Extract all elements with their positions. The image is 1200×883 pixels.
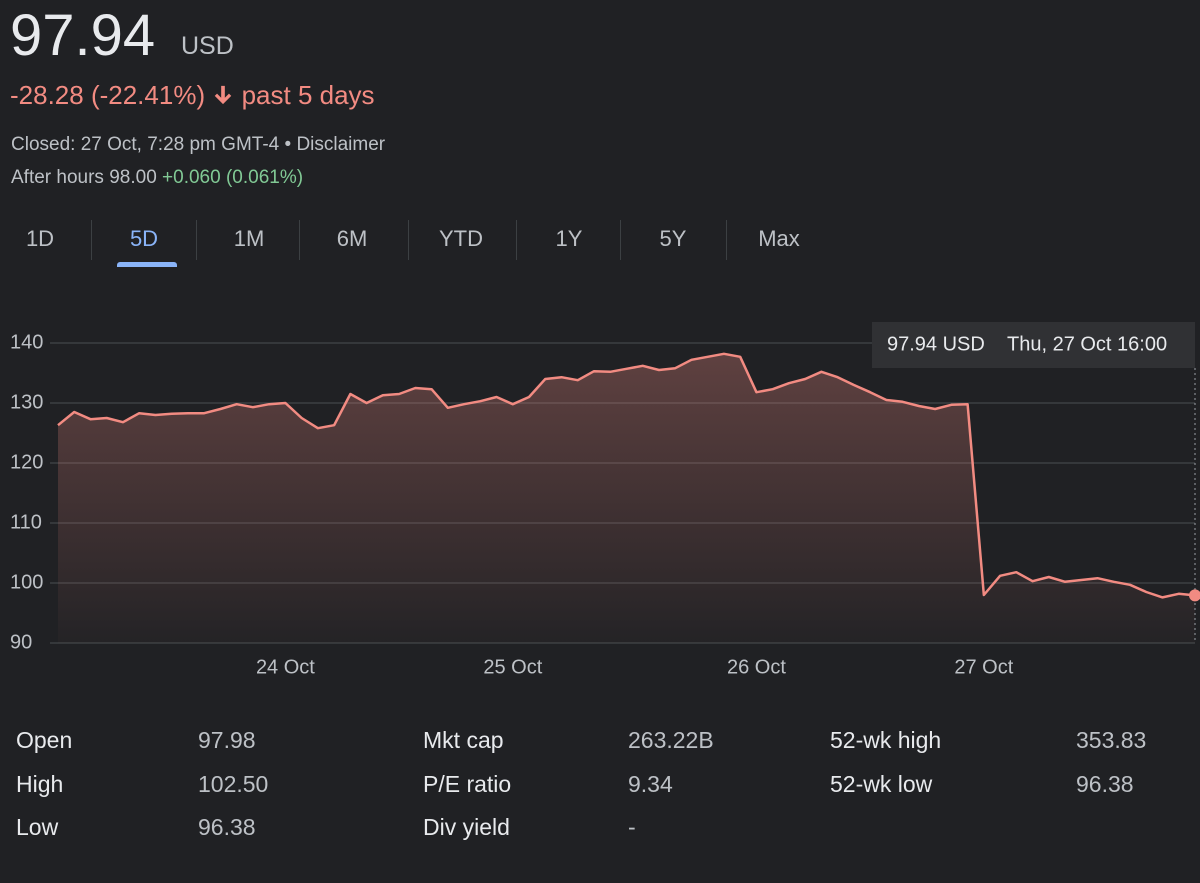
tab[interactable]: Max — [758, 226, 800, 251]
disclaimer[interactable]: Disclaimer — [296, 134, 386, 155]
stat-value: 96.38 — [1076, 771, 1134, 797]
tab[interactable]: 1D — [25, 226, 55, 251]
stat-value: 96.38 — [198, 814, 256, 840]
tab-separator — [726, 220, 727, 260]
chart: 90 100 110 120 130 140 24 Oct 25 Oct 26 Oct 27 Oc… — [10, 322, 1200, 678]
tab[interactable]: YTD — [439, 226, 483, 251]
stat-label: Open — [16, 727, 73, 753]
status-line: Closed: 27 Oct, 7:28 pm GMT-4 • Disclaim… — [11, 134, 385, 156]
tab[interactable]: 1M — [233, 226, 265, 251]
stat-value: 353.83 — [1076, 727, 1147, 753]
currency: USD — [181, 32, 234, 60]
y-tick-label: 130 — [10, 391, 43, 413]
x-tick-label: 25 Oct — [483, 656, 542, 678]
stat-label: Low — [16, 814, 59, 840]
stat-label: Div yield — [423, 814, 510, 840]
status: Closed: 27 Oct, 7:28 pm GMT-4 — [11, 134, 280, 155]
tooltip — [872, 322, 1195, 368]
stat-value: 263.22B — [628, 727, 714, 753]
tab-separator — [408, 220, 409, 260]
tab[interactable]: 5Y — [659, 226, 687, 251]
price-line — [57, 352, 1196, 599]
tab-separator — [299, 220, 300, 260]
stat-label: 52-wk high — [830, 727, 942, 753]
y-tick-label: 100 — [10, 571, 43, 593]
change: -28.28 (-22.41%) — [10, 80, 206, 110]
tab-underline — [117, 262, 177, 267]
separator: • — [284, 134, 292, 155]
tooltip-time: Thu, 27 Oct 16:00 — [1007, 333, 1167, 355]
tab-separator — [516, 220, 517, 260]
stat-label: 52-wk low — [830, 771, 933, 797]
after-hours-line: After hours 98.00 +0.060 (0.061%) — [11, 167, 303, 189]
tab-separator — [91, 220, 92, 260]
after-hours-change: +0.060 (0.061%) — [162, 167, 304, 188]
price: 97.94 — [10, 3, 156, 68]
after-hours: After hours 98.00 — [11, 167, 157, 188]
y-tick-label: 110 — [10, 511, 42, 533]
tab[interactable]: 6M — [336, 226, 368, 251]
stat-label: High — [16, 771, 64, 797]
down-arrow — [215, 85, 232, 105]
stat-value: 97.98 — [198, 727, 256, 753]
stat-value: 9.34 — [628, 771, 673, 797]
x-tick-label: 26 Oct — [727, 656, 786, 678]
y-tick-label: 140 — [10, 331, 43, 353]
stat-value: - — [628, 814, 636, 840]
x-tick-label: 24 Oct — [256, 656, 315, 678]
period: past 5 days — [241, 80, 375, 110]
tab[interactable]: 5D — [129, 226, 159, 251]
y-tick-label: 120 — [10, 451, 43, 473]
tooltip-value: 97.94 USD — [887, 333, 985, 355]
tab-separator — [196, 220, 197, 260]
area-fill — [58, 353, 1195, 643]
stat-value: 102.50 — [198, 771, 269, 797]
change-line: -28.28 (-22.41%) past 5 days — [10, 80, 375, 111]
y-tick-label: 90 — [10, 631, 32, 653]
stat-label: Mkt cap — [423, 727, 504, 753]
tab[interactable]: 1Y — [555, 226, 583, 251]
last-point — [1189, 589, 1200, 602]
stat-label: P/E ratio — [423, 771, 512, 797]
x-tick-label: 27 Oct — [954, 656, 1013, 678]
tab-separator — [620, 220, 621, 260]
